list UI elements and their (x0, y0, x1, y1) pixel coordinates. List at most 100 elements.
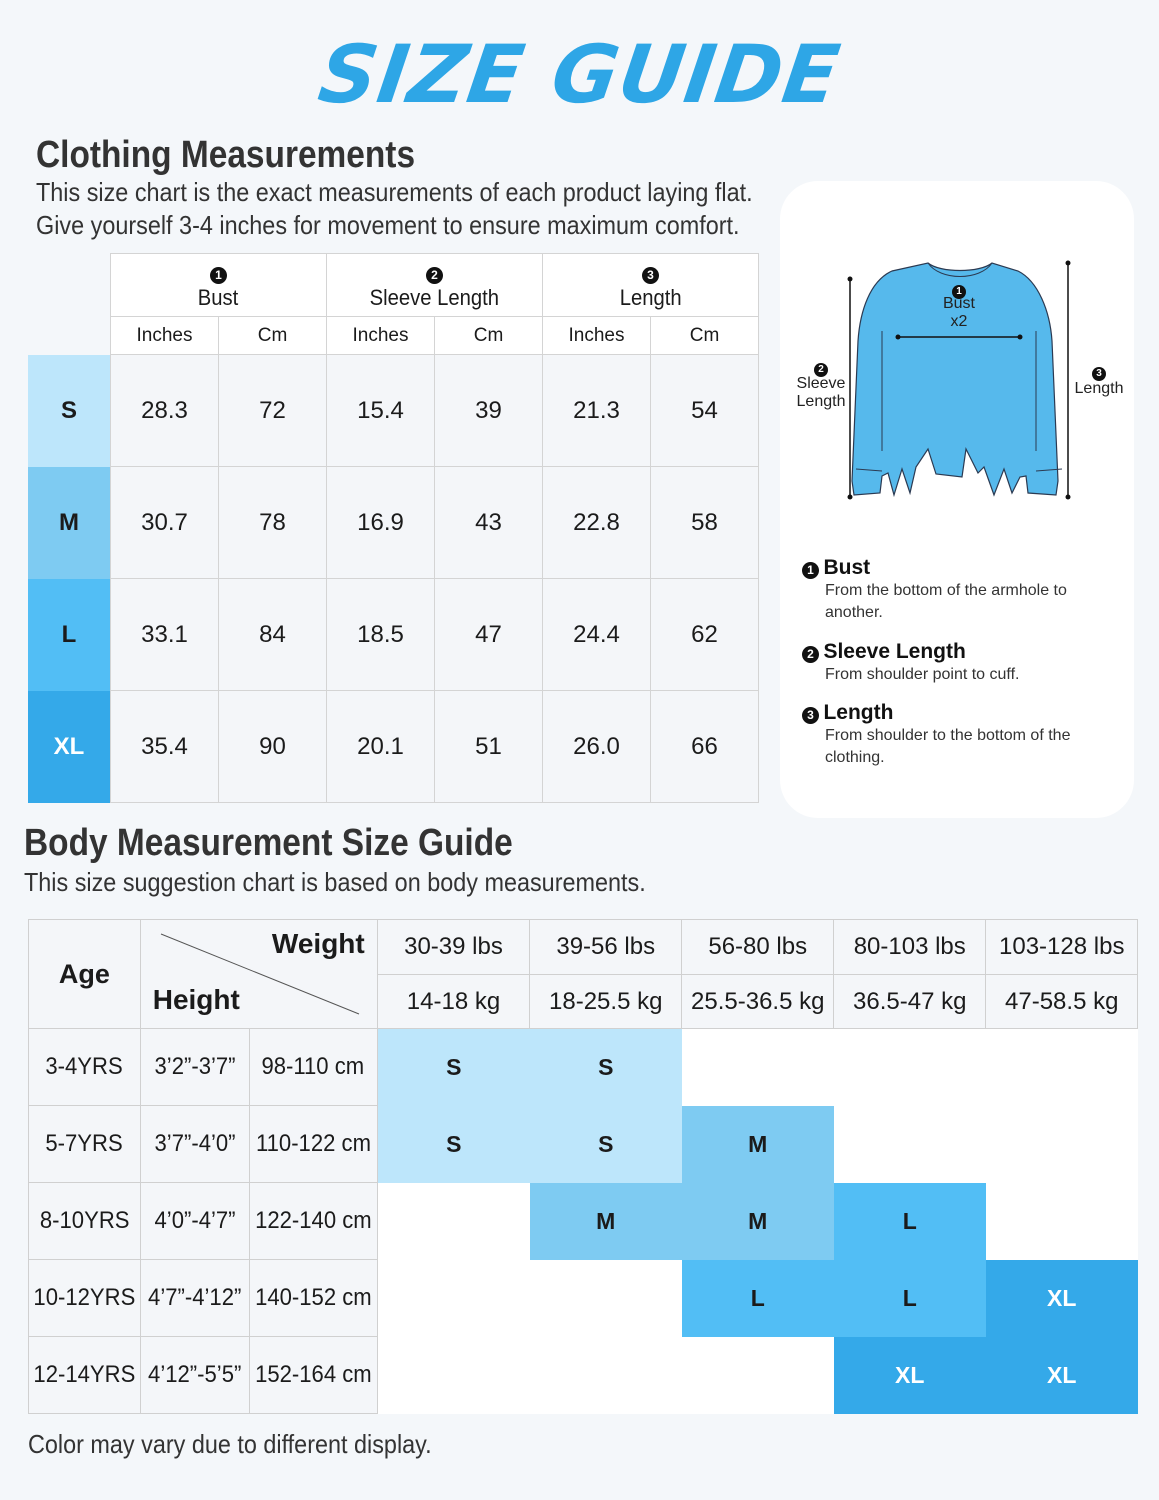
size-label: XL (28, 690, 111, 803)
value-cell: 18.5 (326, 578, 435, 691)
value-cell: 15.4 (326, 354, 435, 467)
value-cell: 24.4 (542, 578, 651, 691)
height-ft-text: 4’0”-4’7” (154, 1207, 236, 1234)
size-cell: L (833, 1259, 986, 1337)
definition-desc: From the bottom of the armhole to anothe… (825, 582, 1067, 621)
col-group-label: Bust (198, 285, 239, 310)
height-ft-text: 4’7”-4’12” (148, 1284, 242, 1311)
weight-kg-header: 14-18 kg (376, 974, 531, 1029)
size-cell (681, 1336, 834, 1414)
size-cell: XL (833, 1336, 986, 1414)
size-cell: L (681, 1259, 834, 1337)
size-cell (833, 1105, 986, 1183)
value-cell: 72 (218, 354, 327, 467)
size-cell: S (377, 1028, 530, 1106)
size-cell: S (529, 1105, 682, 1183)
page-title: SIZE GUIDE (313, 28, 846, 121)
value-cell: 62 (650, 578, 759, 691)
value-cell: 84 (218, 578, 327, 691)
value-cell: 78 (218, 466, 327, 579)
size-cell: S (377, 1105, 530, 1183)
size-cell: XL (985, 1259, 1138, 1337)
height-cm-cell: 140-152 cm (248, 1259, 378, 1337)
number-badge: 3 (1092, 367, 1106, 381)
clothing-desc-1: This size chart is the exact measurement… (36, 177, 753, 207)
size-cell (529, 1259, 682, 1337)
age-cell: 3-4YRS (28, 1028, 141, 1106)
size-cell: M (681, 1105, 834, 1183)
table-row: L 33.1 84 18.5 47 24.4 62 (28, 578, 759, 691)
table-corner (28, 254, 111, 355)
definition-sleeve: 2 Sleeve Length From shoulder point to c… (802, 640, 1112, 686)
clothing-table: 1 Bust 2 Sleeve Length 3 Length Inches C… (28, 253, 759, 803)
weight-lbs-header: 30-39 lbs (376, 919, 531, 975)
size-cell: S (529, 1028, 682, 1106)
definition-desc: From shoulder to the bottom of the cloth… (825, 727, 1071, 766)
weight-kg-header: 25.5-36.5 kg (681, 974, 835, 1029)
clothing-desc-2: Give yourself 3-4 inches for movement to… (36, 210, 740, 240)
table-row: 8-10YRS 4’0”-4’7” 122-140 cm M M L (28, 1182, 1138, 1260)
table-row: 3-4YRS 3’2”-3’7” 98-110 cm S S (28, 1028, 1138, 1106)
shirt-diagram (847, 260, 1071, 500)
height-ft-cell: 4’0”-4’7” (139, 1182, 250, 1260)
number-badge: 2 (802, 646, 819, 663)
body-heading: Body Measurement Size Guide (24, 822, 513, 864)
height-cm-cell: 122-140 cm (248, 1182, 378, 1260)
size-cell (377, 1259, 530, 1337)
definition-desc: From shoulder point to cuff. (825, 666, 1020, 683)
number-badge: 2 (814, 363, 828, 377)
size-label: M (28, 466, 111, 579)
diagonal-divider (160, 933, 359, 1015)
size-cell: L (833, 1182, 986, 1260)
body-subtitle: This size suggestion chart is based on b… (24, 867, 646, 897)
age-text: 8-10YRS (39, 1207, 130, 1234)
number-badge: 1 (210, 267, 227, 284)
age-cell: 5-7YRS (28, 1105, 141, 1183)
age-cell: 12-14YRS (28, 1336, 141, 1414)
value-cell: 66 (650, 690, 759, 803)
height-ft-cell: 4’7”-4’12” (139, 1259, 250, 1337)
value-cell: 47 (434, 578, 543, 691)
definition-term: Length (823, 701, 894, 724)
age-cell: 10-12YRS (28, 1259, 141, 1337)
value-cell: 90 (218, 690, 327, 803)
unit-header: Inches (326, 316, 435, 355)
height-ft-text: 4’12”-5’5” (148, 1361, 242, 1388)
height-cm-cell: 110-122 cm (248, 1105, 378, 1183)
height-label: Height (152, 984, 240, 1015)
age-text: 5-7YRS (45, 1130, 124, 1157)
weight-lbs-header: 103-128 lbs (985, 919, 1139, 975)
size-cell (377, 1182, 530, 1260)
definition-bust: 1 Bust From the bottom of the armhole to… (802, 556, 1112, 624)
number-badge: 2 (426, 267, 443, 284)
unit-header: Inches (110, 316, 219, 355)
size-cell (985, 1105, 1138, 1183)
col-group-label: Sleeve Length (369, 285, 500, 310)
table-row: XL 35.4 90 20.1 51 26.0 66 (28, 690, 759, 803)
height-ft-cell: 4’12”-5’5” (139, 1336, 250, 1414)
bust-label: Bust (942, 295, 975, 312)
height-ft-cell: 3’7”-4’0” (139, 1105, 250, 1183)
value-cell: 58 (650, 466, 759, 579)
value-cell: 54 (650, 354, 759, 467)
footnote: Color may vary due to different display. (28, 1429, 432, 1459)
height-cm-text: 98-110 cm (261, 1053, 365, 1080)
unit-header: Inches (542, 316, 651, 355)
value-cell: 28.3 (110, 354, 219, 467)
height-cm-text: 140-152 cm (254, 1284, 372, 1311)
body-size-table: Age Weight Height 30-39 lbs 39-56 lbs 56… (28, 919, 1139, 1414)
length-label: Length (1074, 380, 1124, 397)
size-cell (985, 1028, 1138, 1106)
weight-label: Weight (271, 928, 365, 959)
value-cell: 26.0 (542, 690, 651, 803)
value-cell: 22.8 (542, 466, 651, 579)
col-group-sleeve: 2 Sleeve Length (326, 253, 543, 317)
col-group-label: Length (619, 285, 682, 310)
height-cm-cell: 98-110 cm (248, 1028, 378, 1106)
value-cell: 21.3 (542, 354, 651, 467)
number-badge: 1 (952, 285, 966, 299)
age-text: 12-14YRS (33, 1361, 136, 1388)
height-cm-cell: 152-164 cm (248, 1336, 378, 1414)
bust-multiplier: x2 (950, 313, 968, 330)
clothing-heading: Clothing Measurements (36, 134, 416, 176)
